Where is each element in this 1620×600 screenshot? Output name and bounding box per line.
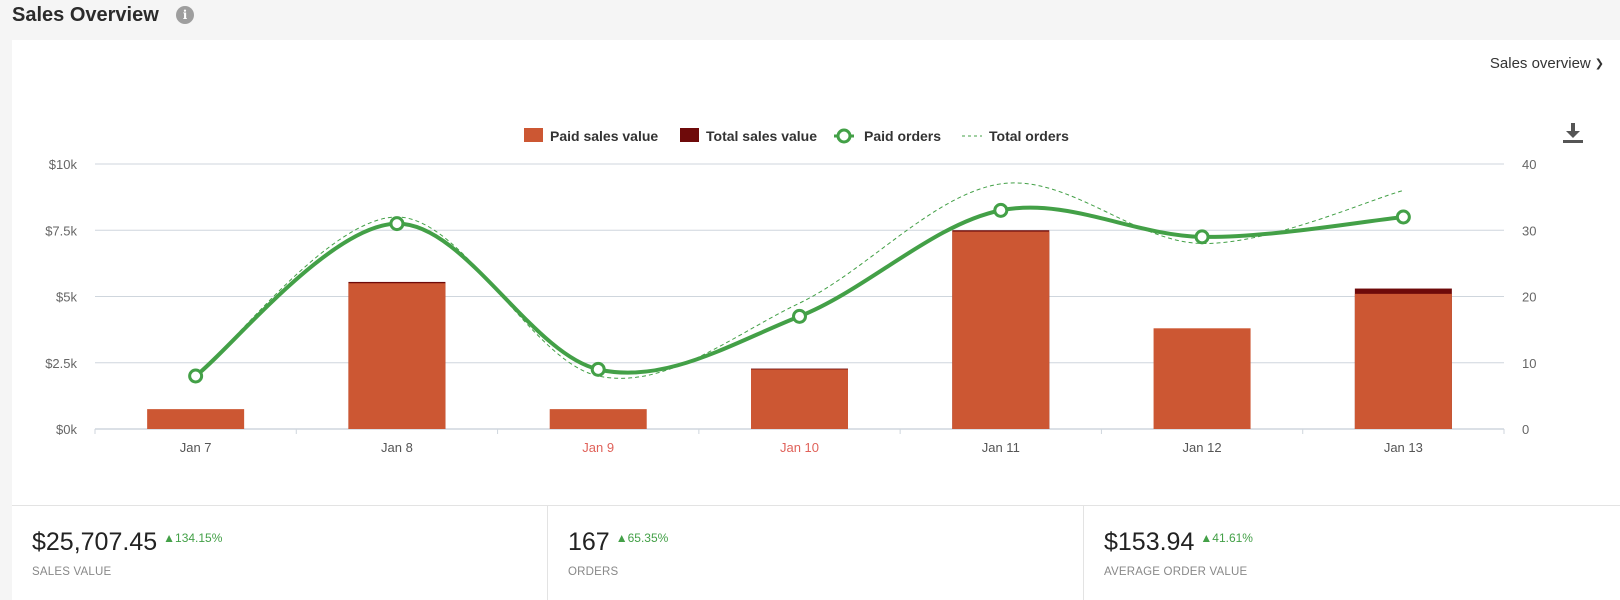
point-paid-orders[interactable]	[1395, 209, 1411, 225]
legend-swatch-paid-orders	[836, 128, 852, 144]
info-icon[interactable]: i	[176, 6, 194, 24]
x-tick-label: Jan 11	[982, 440, 1020, 455]
point-paid-orders[interactable]	[389, 216, 405, 232]
legend-swatch-total-sales	[680, 128, 699, 142]
stat-sales-value-label: SALES VALUE	[32, 566, 112, 578]
y-left-tick-label: $10k	[49, 157, 78, 172]
y-right-tick-label: 30	[1522, 223, 1536, 238]
y-right-tick-label: 0	[1522, 422, 1529, 437]
legend-label-paid-sales[interactable]: Paid sales value	[550, 128, 658, 144]
stat-orders-number: 167	[568, 528, 610, 556]
bar-paid-sales[interactable]	[751, 369, 848, 429]
stat-sales-value-number: $25,707.45	[32, 528, 158, 556]
chevron-down-icon: ❯	[1594, 58, 1604, 70]
bar-paid-sales[interactable]	[1354, 293, 1452, 429]
download-icon[interactable]	[1562, 122, 1584, 144]
y-left-tick-label: $2.5k	[45, 356, 77, 371]
page-header: Sales Overview i	[0, 0, 1620, 40]
bar-paid-sales[interactable]	[147, 409, 245, 429]
page-title: Sales Overview	[12, 4, 159, 26]
point-paid-orders[interactable]	[188, 368, 204, 384]
y-left-tick-label: $5k	[56, 290, 77, 305]
y-right-tick-label: 10	[1522, 356, 1536, 371]
y-left-tick-label: $7.5k	[45, 223, 77, 238]
stat-aov-label: AVERAGE ORDER VALUE	[1104, 566, 1248, 578]
bar-paid-sales[interactable]	[952, 231, 1050, 429]
sales-chart: $0k 0 $2.5k 10 $5k 20 $7.5k 30 $10k 40 Jan 7 Jan 8 J…	[45, 128, 1536, 455]
legend-label-total-sales[interactable]: Total sales value	[706, 128, 817, 144]
x-tick-label: Jan 10	[780, 440, 819, 455]
x-tick-label: Jan 13	[1384, 440, 1423, 455]
x-tick-label: Jan 9	[582, 440, 614, 455]
y-left-tick-label: $0k	[56, 422, 77, 437]
y-right-tick-label: 40	[1522, 157, 1536, 172]
stat-sales-value-change: ▲134.15%	[163, 531, 223, 545]
legend-swatch-paid-sales	[524, 128, 543, 142]
y-right-tick-label: 20	[1522, 290, 1536, 305]
stat-aov-change: ▲41.61%	[1200, 531, 1253, 545]
sales-overview-dropdown[interactable]: Sales overview ❯	[1490, 55, 1604, 72]
x-tick-label: Jan 7	[180, 440, 212, 455]
legend-label-paid-orders[interactable]: Paid orders	[864, 128, 941, 144]
x-tick-label: Jan 8	[381, 440, 413, 455]
x-tick-label: Jan 12	[1183, 440, 1222, 455]
stat-sales-value: $25,707.45 ▲134.15% SALES VALUE	[12, 506, 548, 600]
stat-orders: 167 ▲65.35% ORDERS	[548, 506, 1084, 600]
point-paid-orders[interactable]	[1194, 229, 1210, 245]
stats-bar: $25,707.45 ▲134.15% SALES VALUE 167 ▲65.35…	[12, 505, 1620, 600]
stat-average-order-value: $153.94 ▲41.61% AVERAGE ORDER VALUE	[1084, 506, 1620, 600]
stat-orders-change: ▲65.35%	[615, 531, 669, 545]
stat-aov-number: $153.94	[1104, 528, 1195, 556]
dropdown-label: Sales overview	[1489, 55, 1591, 72]
chart-legend: Paid sales value Total sales value Paid …	[524, 128, 1069, 144]
point-paid-orders[interactable]	[792, 308, 807, 324]
stat-orders-label: ORDERS	[568, 566, 619, 578]
point-paid-orders[interactable]	[993, 202, 1009, 218]
bar-paid-sales[interactable]	[549, 409, 647, 429]
bar-paid-sales[interactable]	[1153, 328, 1251, 429]
point-paid-orders[interactable]	[590, 361, 606, 377]
legend-label-total-orders[interactable]: Total orders	[989, 128, 1069, 144]
bar-paid-sales[interactable]	[348, 283, 446, 429]
